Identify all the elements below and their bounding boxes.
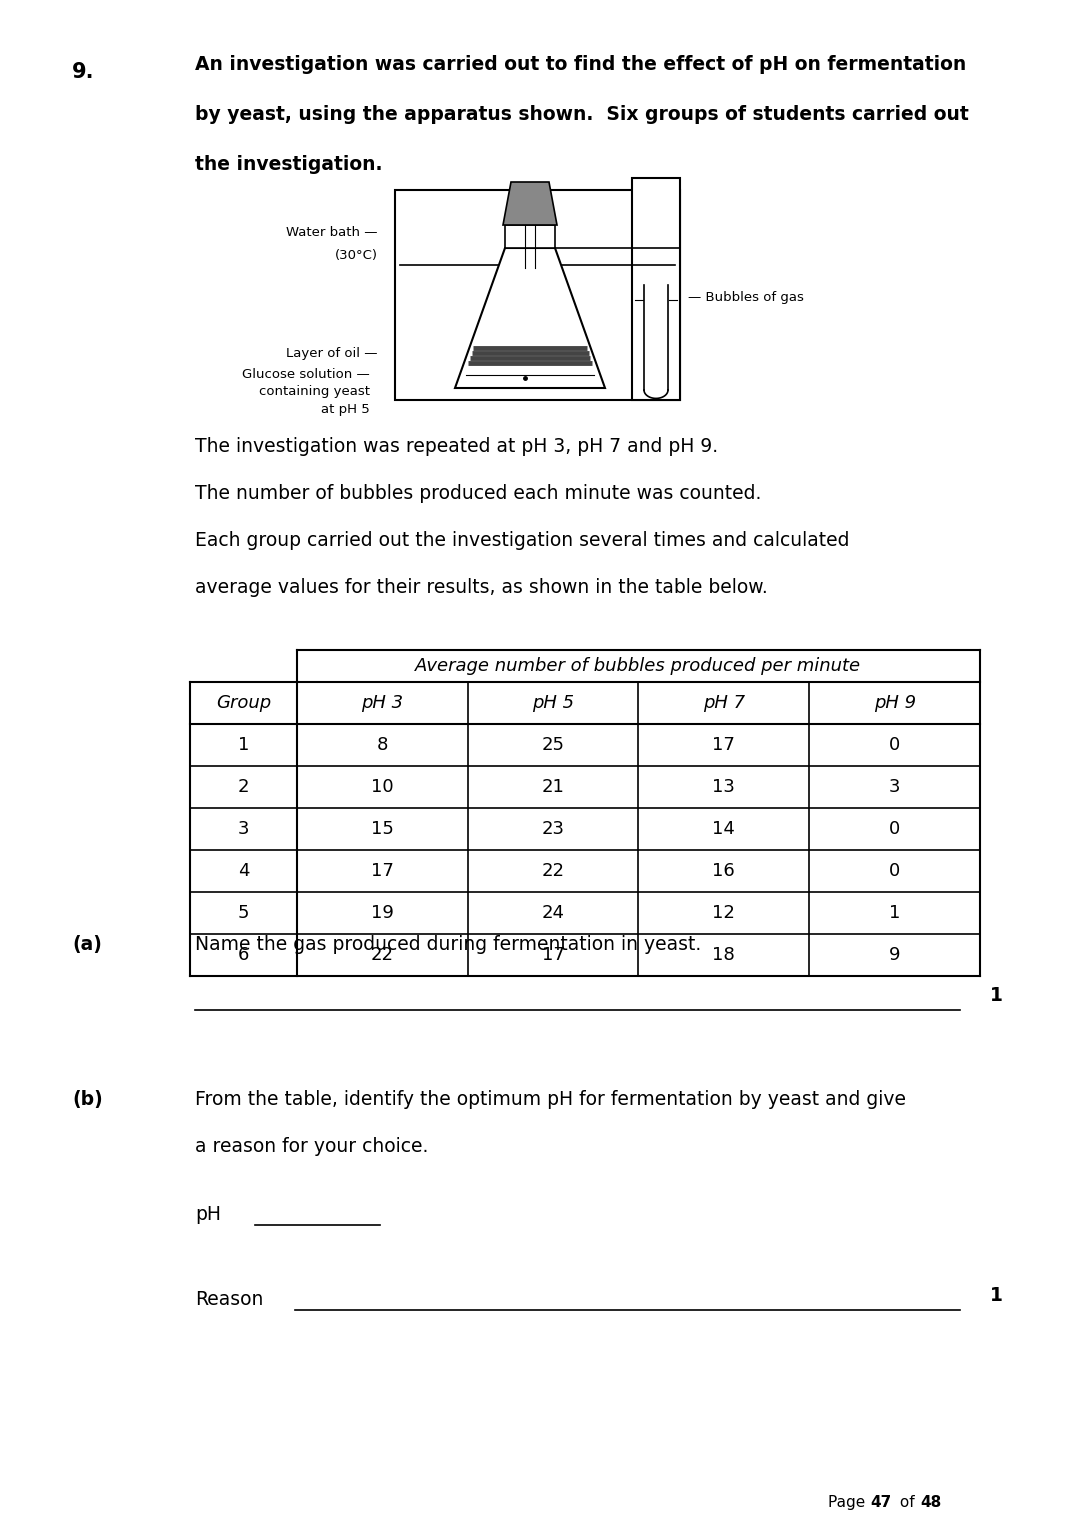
Text: 4: 4 <box>238 863 249 880</box>
Text: 17: 17 <box>541 947 565 964</box>
Text: The investigation was repeated at pH 3, pH 7 and pH 9.: The investigation was repeated at pH 3, … <box>195 437 718 457</box>
Text: 0: 0 <box>889 863 901 880</box>
Text: 17: 17 <box>370 863 393 880</box>
Polygon shape <box>503 182 557 224</box>
Text: 1: 1 <box>889 904 901 922</box>
Text: average values for their results, as shown in the table below.: average values for their results, as sho… <box>195 579 768 597</box>
Text: Page: Page <box>828 1495 870 1510</box>
Text: (a): (a) <box>72 935 102 954</box>
Text: pH: pH <box>195 1205 221 1225</box>
Text: pH 9: pH 9 <box>874 693 916 712</box>
Text: 0: 0 <box>889 736 901 754</box>
Bar <box>505 224 555 247</box>
Polygon shape <box>455 247 605 388</box>
Text: Glucose solution —: Glucose solution — <box>242 368 370 380</box>
Text: 14: 14 <box>713 820 735 838</box>
Bar <box>632 179 680 400</box>
Text: From the table, identify the optimum pH for fermentation by yeast and give: From the table, identify the optimum pH … <box>195 1090 906 1109</box>
Text: 10: 10 <box>370 777 393 796</box>
Text: 3: 3 <box>238 820 249 838</box>
Text: pH 7: pH 7 <box>703 693 745 712</box>
Text: 8: 8 <box>377 736 388 754</box>
Text: 6: 6 <box>238 947 249 964</box>
Text: 19: 19 <box>370 904 393 922</box>
Text: 12: 12 <box>713 904 735 922</box>
Text: 1: 1 <box>238 736 249 754</box>
Text: 5: 5 <box>238 904 249 922</box>
Text: Water bath —: Water bath — <box>286 226 378 238</box>
Text: Layer of oil —: Layer of oil — <box>286 348 378 360</box>
Text: (b): (b) <box>72 1090 103 1109</box>
Text: 9: 9 <box>889 947 901 964</box>
Text: 2: 2 <box>238 777 249 796</box>
Text: by yeast, using the apparatus shown.  Six groups of students carried out: by yeast, using the apparatus shown. Six… <box>195 105 969 124</box>
Text: 1: 1 <box>990 1286 1003 1306</box>
Text: 9.: 9. <box>72 63 95 82</box>
Text: 25: 25 <box>541 736 565 754</box>
Text: Average number of bubbles produced per minute: Average number of bubbles produced per m… <box>416 657 862 675</box>
Text: An investigation was carried out to find the effect of pH on fermentation: An investigation was carried out to find… <box>195 55 967 73</box>
Text: of: of <box>895 1495 919 1510</box>
Text: Name the gas produced during fermentation in yeast.: Name the gas produced during fermentatio… <box>195 935 701 954</box>
Text: Reason: Reason <box>195 1290 264 1309</box>
Text: The number of bubbles produced each minute was counted.: The number of bubbles produced each minu… <box>195 484 761 502</box>
Text: 18: 18 <box>713 947 735 964</box>
Text: (30°C): (30°C) <box>335 249 378 261</box>
Text: 22: 22 <box>370 947 393 964</box>
Text: 24: 24 <box>541 904 565 922</box>
Text: — Bubbles of gas: — Bubbles of gas <box>688 292 804 304</box>
FancyBboxPatch shape <box>395 189 680 400</box>
Text: pH 5: pH 5 <box>532 693 575 712</box>
Text: a reason for your choice.: a reason for your choice. <box>195 1138 429 1156</box>
Text: 23: 23 <box>541 820 565 838</box>
Text: Each group carried out the investigation several times and calculated: Each group carried out the investigation… <box>195 531 850 550</box>
Text: 0: 0 <box>889 820 901 838</box>
Text: the investigation.: the investigation. <box>195 156 382 174</box>
Text: 17: 17 <box>713 736 735 754</box>
Text: 48: 48 <box>920 1495 942 1510</box>
Text: 21: 21 <box>541 777 565 796</box>
Text: 1: 1 <box>990 986 1003 1005</box>
Text: 47: 47 <box>870 1495 891 1510</box>
Text: 16: 16 <box>713 863 735 880</box>
Text: Group: Group <box>216 693 271 712</box>
Text: 3: 3 <box>889 777 901 796</box>
Text: at pH 5: at pH 5 <box>321 403 370 417</box>
Text: 22: 22 <box>541 863 565 880</box>
Text: 13: 13 <box>713 777 735 796</box>
Text: containing yeast: containing yeast <box>259 385 370 399</box>
Text: 15: 15 <box>370 820 393 838</box>
Text: pH 3: pH 3 <box>361 693 403 712</box>
